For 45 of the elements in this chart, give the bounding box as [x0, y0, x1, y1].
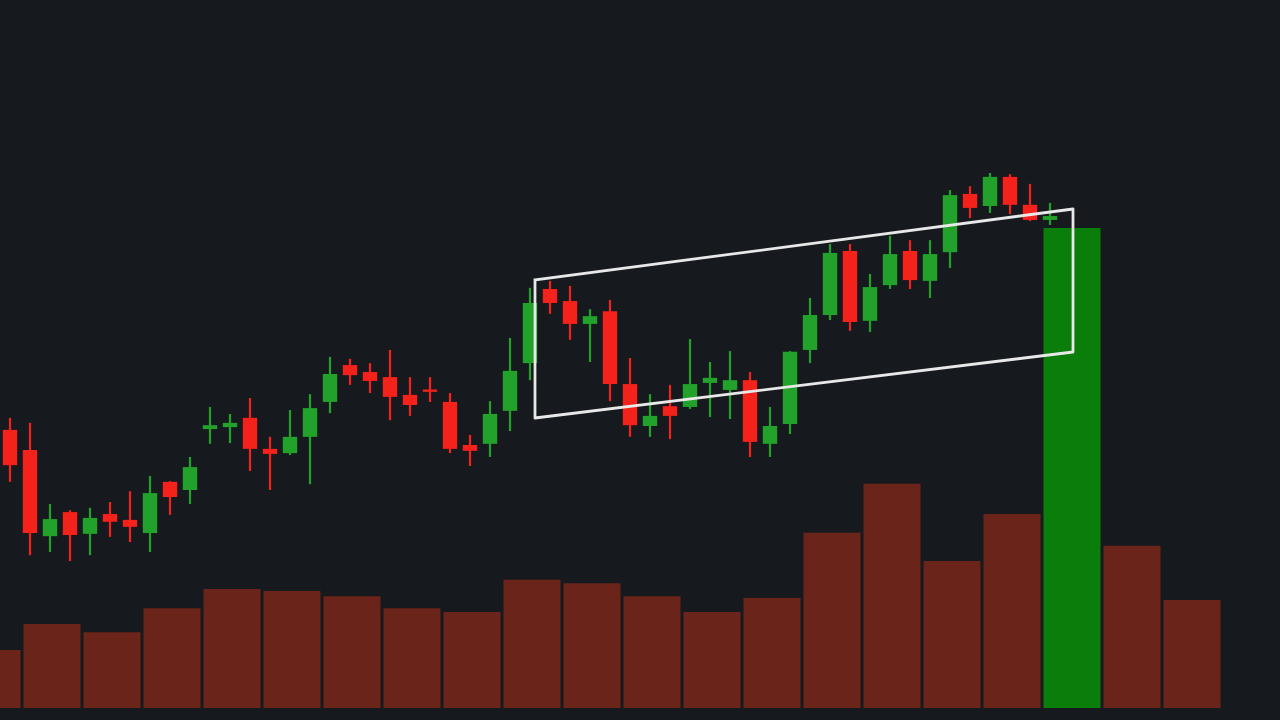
candlestick [382, 348, 398, 422]
bar [803, 532, 861, 708]
bar [503, 579, 561, 708]
bar [83, 632, 141, 708]
bar [983, 514, 1041, 708]
candlestick [462, 433, 478, 468]
candlestick [362, 362, 378, 395]
candlestick [762, 405, 778, 459]
candlestick [182, 455, 198, 506]
bar [323, 596, 381, 708]
candlestick [282, 408, 298, 457]
candlestick [62, 509, 78, 561]
candlestick [642, 393, 658, 438]
candlestick [222, 412, 238, 445]
bar [1043, 228, 1101, 708]
bar [143, 608, 201, 708]
candlestick [82, 506, 98, 557]
candlestick [542, 279, 558, 315]
candlestick [262, 435, 278, 492]
candlestick [702, 360, 718, 419]
candlestick [42, 502, 58, 554]
candlestick [1042, 201, 1058, 227]
candlestick [722, 349, 738, 421]
candlestick [962, 185, 978, 220]
bar [863, 483, 921, 708]
bar [683, 612, 741, 708]
bar [743, 598, 801, 708]
candlestick [162, 479, 178, 516]
candlestick [582, 308, 598, 364]
candlestick [202, 405, 218, 445]
candlestick [662, 383, 678, 441]
candlestick [122, 490, 138, 544]
candlestick [402, 375, 418, 417]
candlestick [342, 357, 358, 386]
candlestick [562, 284, 578, 341]
bar [923, 561, 981, 708]
bar [623, 596, 681, 708]
bar [443, 612, 501, 708]
bar [383, 608, 441, 708]
bar [1103, 545, 1161, 708]
bar [203, 588, 261, 708]
bar [563, 583, 621, 708]
bar [1163, 600, 1221, 708]
candlestick [102, 500, 118, 539]
bar [263, 590, 321, 708]
